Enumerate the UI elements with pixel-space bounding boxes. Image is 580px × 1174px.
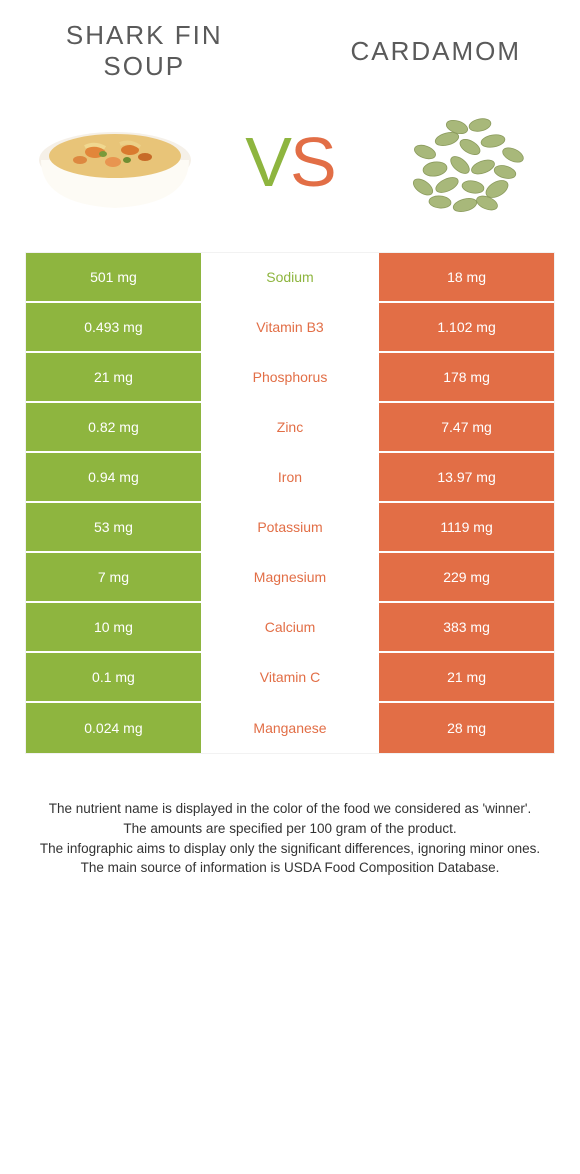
value-left: 0.024 mg [26, 703, 203, 753]
value-right: 28 mg [377, 703, 554, 753]
value-right: 7.47 mg [377, 403, 554, 451]
footnote-line: The infographic aims to display only the… [35, 839, 545, 859]
food-image-left [25, 97, 205, 227]
nutrient-name: Zinc [203, 403, 377, 451]
value-right: 1119 mg [377, 503, 554, 551]
nutrient-row: 501 mgSodium18 mg [26, 253, 554, 303]
nutrient-row: 0.1 mgVitamin C21 mg [26, 653, 554, 703]
hero-row: VS [25, 97, 555, 227]
value-left: 0.82 mg [26, 403, 203, 451]
nutrient-row: 53 mgPotassium1119 mg [26, 503, 554, 553]
nutrient-name: Sodium [203, 253, 377, 301]
soup-bowl-icon [35, 112, 195, 212]
value-left: 501 mg [26, 253, 203, 301]
nutrient-name: Phosphorus [203, 353, 377, 401]
footnote-line: The amounts are specified per 100 gram o… [35, 819, 545, 839]
nutrient-row: 21 mgPhosphorus178 mg [26, 353, 554, 403]
value-left: 10 mg [26, 603, 203, 651]
vs-s: S [290, 123, 335, 201]
value-left: 7 mg [26, 553, 203, 601]
value-right: 178 mg [377, 353, 554, 401]
value-right: 18 mg [377, 253, 554, 301]
value-left: 53 mg [26, 503, 203, 551]
nutrient-name: Magnesium [203, 553, 377, 601]
nutrient-name: Calcium [203, 603, 377, 651]
value-right: 383 mg [377, 603, 554, 651]
nutrient-name: Manganese [203, 703, 377, 753]
footnotes: The nutrient name is displayed in the co… [25, 799, 555, 877]
nutrient-name: Vitamin C [203, 653, 377, 701]
nutrient-row: 0.94 mgIron13.97 mg [26, 453, 554, 503]
nutrient-row: 0.82 mgZinc7.47 mg [26, 403, 554, 453]
title-row: Shark Fin Soup Cardamom [25, 20, 555, 82]
value-left: 21 mg [26, 353, 203, 401]
nutrient-name: Iron [203, 453, 377, 501]
nutrient-row: 0.024 mgManganese28 mg [26, 703, 554, 753]
nutrient-row: 0.493 mgVitamin B31.102 mg [26, 303, 554, 353]
nutrient-table: 501 mgSodium18 mg0.493 mgVitamin B31.102… [25, 252, 555, 754]
value-right: 21 mg [377, 653, 554, 701]
infographic-container: Shark Fin Soup Cardamom VS [0, 0, 580, 908]
nutrient-row: 10 mgCalcium383 mg [26, 603, 554, 653]
footnote-line: The main source of information is USDA F… [35, 858, 545, 878]
food-image-right [375, 97, 555, 227]
value-left: 0.493 mg [26, 303, 203, 351]
nutrient-row: 7 mgMagnesium229 mg [26, 553, 554, 603]
value-left: 0.94 mg [26, 453, 203, 501]
food-title-left: Shark Fin Soup [25, 20, 264, 82]
vs-label: VS [245, 122, 334, 202]
value-left: 0.1 mg [26, 653, 203, 701]
nutrient-name: Potassium [203, 503, 377, 551]
cardamom-pods-icon [385, 97, 545, 227]
footnote-line: The nutrient name is displayed in the co… [35, 799, 545, 819]
value-right: 1.102 mg [377, 303, 554, 351]
value-right: 229 mg [377, 553, 554, 601]
vs-v: V [245, 123, 290, 201]
value-right: 13.97 mg [377, 453, 554, 501]
food-title-right: Cardamom [317, 36, 556, 67]
nutrient-name: Vitamin B3 [203, 303, 377, 351]
